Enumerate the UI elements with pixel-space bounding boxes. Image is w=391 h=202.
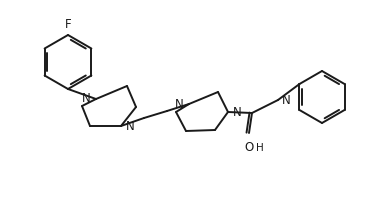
Text: O: O <box>244 141 254 154</box>
Text: H: H <box>256 143 264 153</box>
Text: N: N <box>175 98 184 110</box>
Text: N: N <box>82 93 91 105</box>
Text: F: F <box>65 18 71 31</box>
Text: N: N <box>126 120 135 133</box>
Text: N: N <box>282 94 291 106</box>
Text: N: N <box>233 105 242 119</box>
